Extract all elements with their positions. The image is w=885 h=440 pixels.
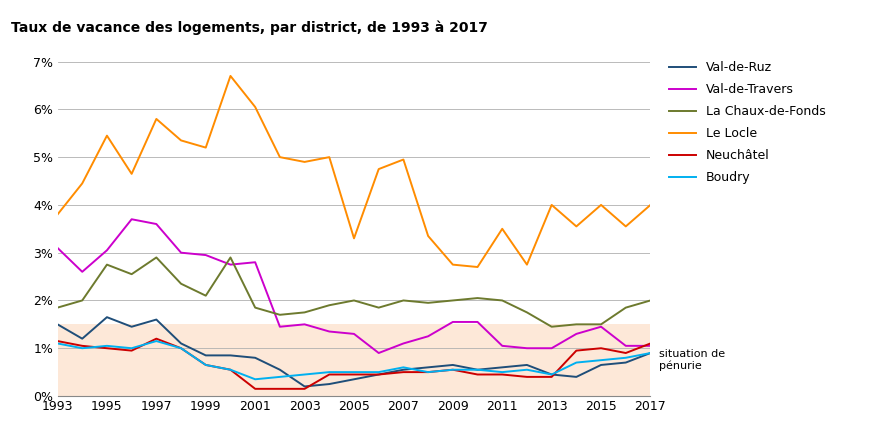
Text: Taux de vacance des logements, par district, de 1993 à 2017: Taux de vacance des logements, par distr… bbox=[11, 21, 488, 35]
Bar bbox=[58, 324, 650, 396]
Text: situation de
pénurie: situation de pénurie bbox=[659, 349, 726, 371]
Legend: Val-de-Ruz, Val-de-Travers, La Chaux-de-Fonds, Le Locle, Neuchâtel, Boudry: Val-de-Ruz, Val-de-Travers, La Chaux-de-… bbox=[668, 61, 826, 184]
